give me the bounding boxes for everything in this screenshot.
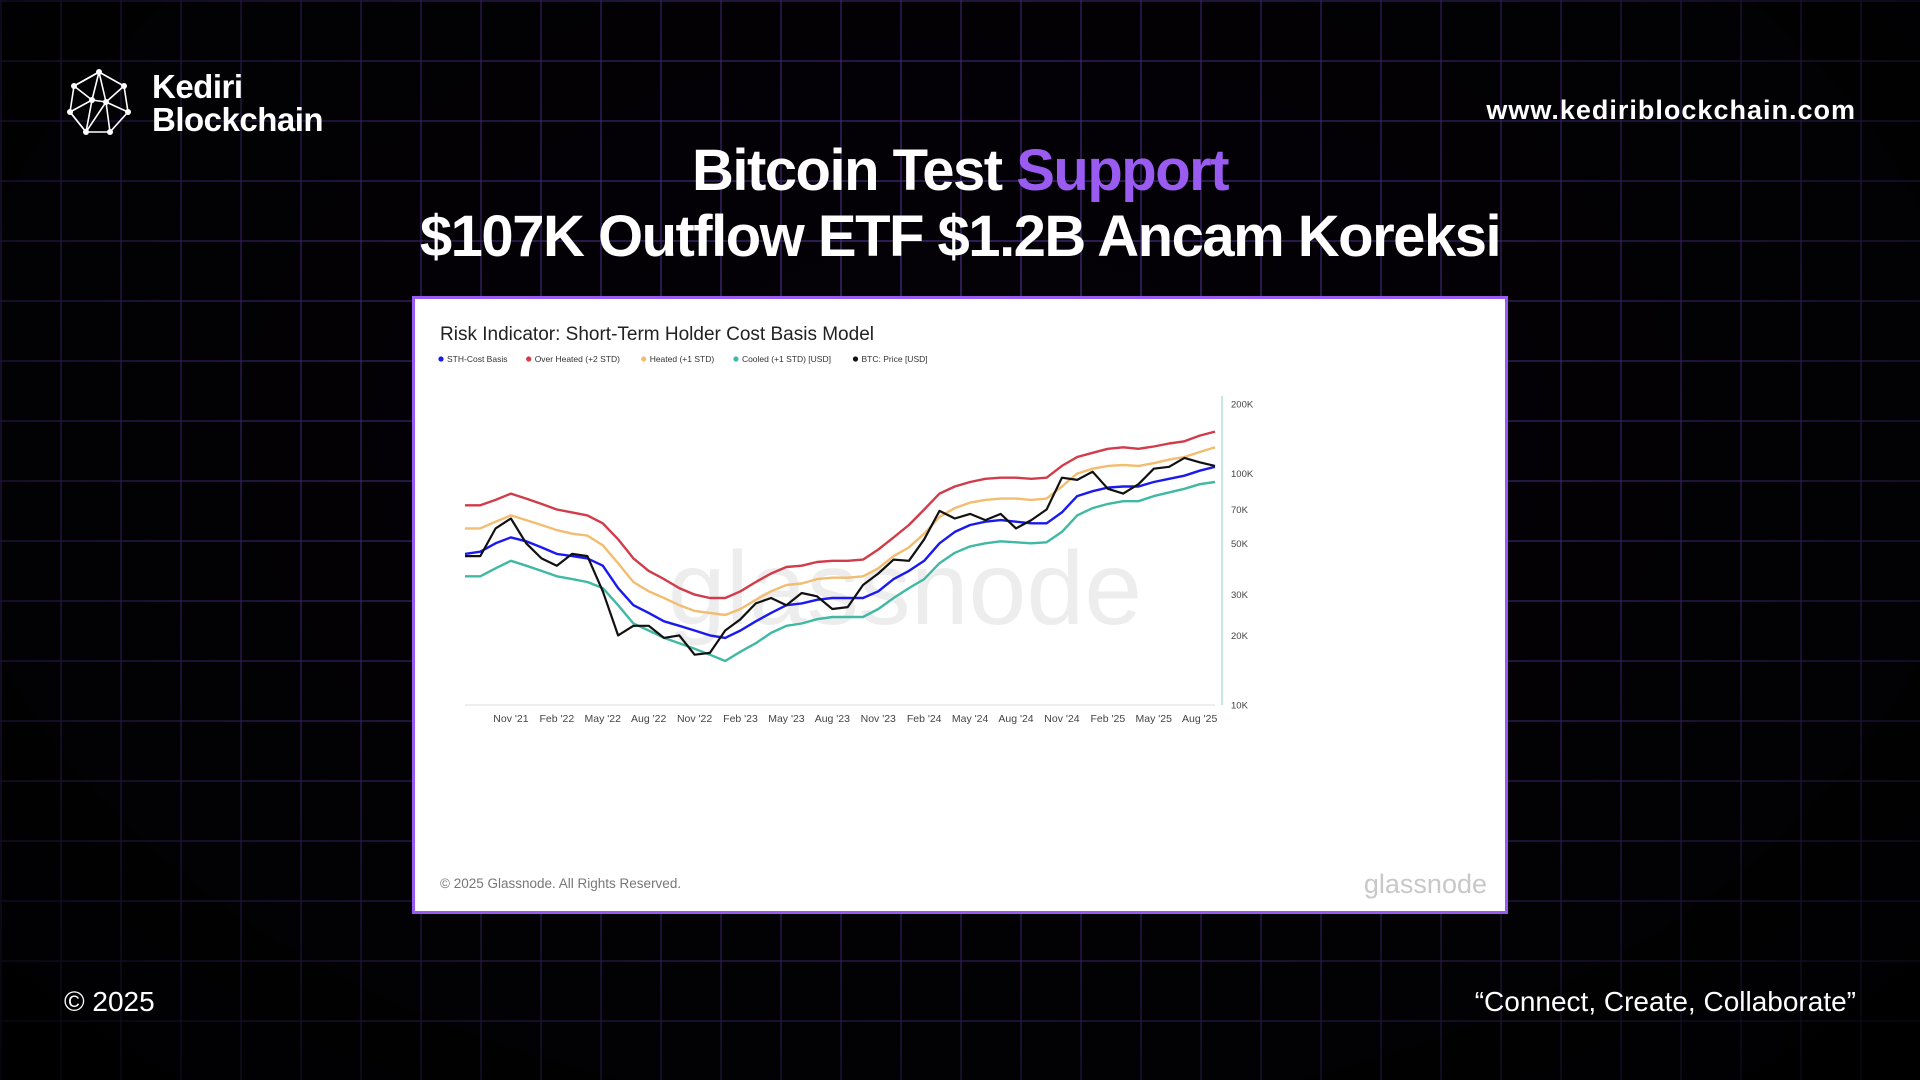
legend-label-1[interactable]: Over Heated (+2 STD) (535, 354, 620, 364)
legend-label-2[interactable]: Heated (+1 STD) (650, 354, 715, 364)
headline: Bitcoin Test Support $107K Outflow ETF $… (0, 138, 1920, 270)
chart-series (464, 430, 1216, 663)
y-tick-label: 100K (1231, 469, 1254, 480)
x-tick-label: Nov '21 (493, 713, 528, 725)
brand-name-line1: Kediri (152, 68, 243, 105)
chart-brand-mark: glassnode (1364, 869, 1487, 899)
headline-accent-word: Support (1016, 138, 1229, 203)
x-tick-label: Aug '25 (1182, 713, 1217, 725)
brand-name: Kediri Blockchain (152, 68, 324, 138)
network-sphere-icon (67, 69, 131, 135)
chart-x-axis: Nov '21 Feb '22 May '22 Aug '22 Nov '22 Feb '… (465, 704, 1217, 725)
legend-swatch-4 (852, 356, 859, 362)
x-tick-label: Feb '25 (1091, 713, 1126, 725)
footer-copyright: © 2025 (64, 986, 155, 1017)
series-line-4 (465, 456, 1216, 656)
y-tick-label: 50K (1231, 539, 1249, 550)
x-tick-label: May '24 (952, 713, 989, 725)
y-tick-label: 30K (1231, 590, 1249, 601)
chart-card: Risk Indicator: Short-Term Holder Cost B… (412, 296, 1508, 914)
y-tick-label: 70K (1231, 505, 1249, 516)
chart-title: Risk Indicator: Short-Term Holder Cost B… (440, 324, 874, 345)
x-tick-label: Feb '24 (907, 713, 942, 725)
series-line-2 (465, 446, 1216, 617)
legend-swatch-1 (526, 356, 532, 362)
legend-label-4[interactable]: BTC: Price [USD] (862, 354, 928, 364)
x-tick-label: Feb '23 (723, 713, 758, 725)
chart-copyright: © 2025 Glassnode. All Rights Reserved. (440, 876, 681, 891)
chart-y-axis: 10K 20K 30K 50K 70K 100K 200K (1221, 396, 1254, 712)
y-tick-label: 10K (1231, 701, 1249, 712)
headline-line1: Bitcoin Test Support (0, 138, 1920, 204)
chart-svg: Risk Indicator: Short-Term Holder Cost B… (438, 324, 1487, 899)
series-line-3 (465, 480, 1216, 663)
x-tick-label: Feb '22 (539, 713, 574, 725)
x-tick-label: May '23 (768, 713, 805, 725)
legend-swatch-2 (641, 356, 647, 362)
x-tick-label: Aug '22 (631, 713, 666, 725)
legend-label-3[interactable]: Cooled (+1 STD) [USD] (742, 354, 831, 364)
y-tick-label: 200K (1231, 400, 1254, 411)
x-tick-label: May '22 (585, 713, 622, 725)
x-tick-label: Aug '24 (998, 713, 1033, 725)
brand-logo[interactable]: Kediri Blockchain (64, 68, 324, 138)
x-tick-label: May '25 (1136, 713, 1173, 725)
x-tick-label: Nov '22 (677, 713, 712, 725)
brand-name-line2: Blockchain (152, 101, 324, 138)
chart-legend: STH-Cost Basis Over Heated (+2 STD) Heated… (438, 354, 928, 364)
series-line-1 (465, 430, 1216, 600)
headline-line1-text: Bitcoin Test (691, 138, 1017, 203)
legend-swatch-0 (438, 356, 444, 362)
legend-swatch-3 (733, 356, 739, 362)
x-tick-label: Aug '23 (815, 713, 850, 725)
legend-label-0[interactable]: STH-Cost Basis (447, 354, 507, 364)
x-tick-label: Nov '23 (861, 713, 896, 725)
footer-tagline: “Connect, Create, Collaborate” (1474, 986, 1856, 1017)
y-tick-label: 20K (1231, 631, 1249, 642)
x-tick-label: Nov '24 (1044, 713, 1079, 725)
website-link[interactable]: www.kediriblockchain.com (1486, 95, 1856, 125)
headline-line2: $107K Outflow ETF $1.2B Ancam Koreksi (419, 204, 1502, 269)
